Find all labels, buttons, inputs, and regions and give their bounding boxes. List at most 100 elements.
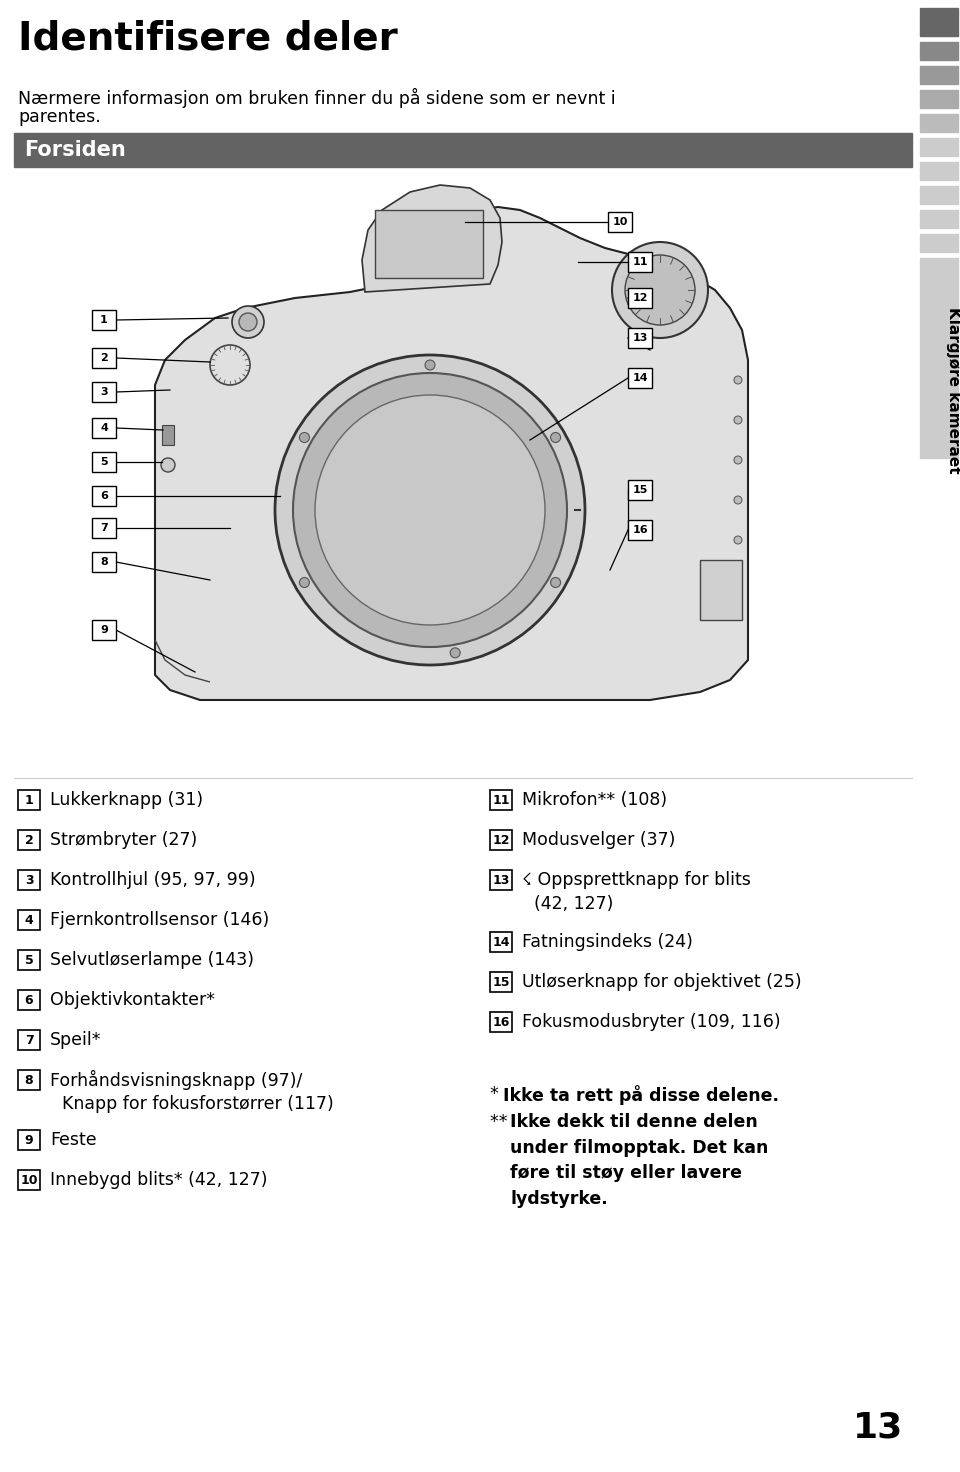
Bar <box>92 418 116 439</box>
Bar <box>628 520 652 540</box>
Circle shape <box>315 394 545 626</box>
Circle shape <box>275 355 585 665</box>
Text: Objektivkontakter*: Objektivkontakter* <box>50 991 215 1008</box>
Bar <box>700 559 742 620</box>
Bar <box>18 1030 40 1050</box>
Text: 9: 9 <box>100 626 108 634</box>
Circle shape <box>734 536 742 545</box>
Bar <box>162 425 174 445</box>
Text: 6: 6 <box>25 994 34 1007</box>
Text: 7: 7 <box>25 1033 34 1047</box>
Text: 4: 4 <box>100 422 108 433</box>
Circle shape <box>161 458 175 473</box>
Bar <box>92 620 116 640</box>
Text: 8: 8 <box>25 1073 34 1086</box>
Circle shape <box>551 433 561 443</box>
Bar <box>628 368 652 389</box>
Text: 8: 8 <box>100 556 108 567</box>
Text: 12: 12 <box>633 293 648 303</box>
Text: 16: 16 <box>633 526 648 534</box>
Circle shape <box>239 314 257 331</box>
Bar <box>92 311 116 330</box>
Text: Fokusmodusbryter (109, 116): Fokusmodusbryter (109, 116) <box>522 1013 780 1030</box>
Bar <box>920 138 958 156</box>
Text: Forhåndsvisningsknapp (97)/: Forhåndsvisningsknapp (97)/ <box>50 1070 302 1091</box>
Bar <box>628 289 652 308</box>
Text: 9: 9 <box>25 1133 34 1147</box>
Circle shape <box>734 417 742 424</box>
Circle shape <box>734 375 742 384</box>
Text: Strømbryter (27): Strømbryter (27) <box>50 832 197 849</box>
Text: 2: 2 <box>25 833 34 846</box>
Bar <box>92 486 116 506</box>
Text: Ikke dekk til denne delen
under filmopptak. Det kan
føre til støy eller lavere
l: Ikke dekk til denne delen under filmoppt… <box>510 1113 768 1209</box>
Text: 6: 6 <box>100 492 108 500</box>
Text: Knapp for fokusforstørrer (117): Knapp for fokusforstørrer (117) <box>62 1095 334 1113</box>
Text: Fatningsindeks (24): Fatningsindeks (24) <box>522 933 693 951</box>
Text: Forsiden: Forsiden <box>24 140 126 160</box>
Text: 3: 3 <box>25 873 34 886</box>
Bar <box>920 162 958 180</box>
Text: 4: 4 <box>25 914 34 926</box>
Bar <box>18 870 40 891</box>
Text: *: * <box>490 1085 504 1103</box>
Text: 13: 13 <box>633 333 648 343</box>
Text: 3: 3 <box>100 387 108 397</box>
Bar <box>920 90 958 107</box>
Text: 1: 1 <box>100 315 108 325</box>
Bar <box>92 518 116 537</box>
Bar <box>490 1013 512 1032</box>
Circle shape <box>612 241 708 339</box>
Text: Lukkerknapp (31): Lukkerknapp (31) <box>50 790 204 810</box>
Text: 7: 7 <box>100 523 108 533</box>
Text: 13: 13 <box>852 1412 903 1446</box>
Text: Mikrofon** (108): Mikrofon** (108) <box>522 790 667 810</box>
Bar <box>920 234 958 252</box>
Bar <box>18 1170 40 1189</box>
Text: 14: 14 <box>633 372 648 383</box>
Bar <box>18 790 40 810</box>
Bar <box>92 383 116 402</box>
Text: Nærmere informasjon om bruken finner du på sidene som er nevnt i: Nærmere informasjon om bruken finner du … <box>18 88 615 107</box>
Circle shape <box>232 306 264 339</box>
Bar <box>490 932 512 952</box>
Text: Fjernkontrollsensor (146): Fjernkontrollsensor (146) <box>50 911 269 929</box>
Bar <box>920 210 958 228</box>
Polygon shape <box>362 185 502 291</box>
Bar <box>628 328 652 347</box>
Bar <box>628 252 652 272</box>
Bar <box>375 210 483 278</box>
Text: 5: 5 <box>25 954 34 967</box>
Bar <box>920 66 958 84</box>
Bar <box>920 43 958 60</box>
Bar <box>490 830 512 849</box>
Text: 15: 15 <box>633 484 648 495</box>
Bar <box>490 790 512 810</box>
Text: Ikke ta rett på disse delene.: Ikke ta rett på disse delene. <box>503 1085 779 1105</box>
Polygon shape <box>155 208 748 701</box>
Text: parentes.: parentes. <box>18 107 101 127</box>
Bar <box>18 910 40 930</box>
Text: Modusvelger (37): Modusvelger (37) <box>522 832 676 849</box>
Text: 15: 15 <box>492 976 510 989</box>
Circle shape <box>300 577 309 587</box>
Circle shape <box>734 496 742 503</box>
Circle shape <box>293 372 567 648</box>
Text: 2: 2 <box>100 353 108 364</box>
Bar <box>18 830 40 849</box>
Text: 1: 1 <box>25 793 34 807</box>
Text: Klargjøre kameraet: Klargjøre kameraet <box>946 306 960 474</box>
Text: Identifisere deler: Identifisere deler <box>18 21 397 57</box>
Text: 13: 13 <box>492 873 510 886</box>
Text: Speil*: Speil* <box>50 1030 102 1050</box>
Text: 11: 11 <box>492 793 510 807</box>
Circle shape <box>551 577 561 587</box>
Bar <box>18 1070 40 1089</box>
Bar <box>92 452 116 473</box>
Text: 11: 11 <box>633 258 648 266</box>
Bar <box>92 552 116 573</box>
Text: 14: 14 <box>492 936 510 948</box>
Text: Feste: Feste <box>50 1130 97 1150</box>
Circle shape <box>300 433 309 443</box>
Bar <box>14 132 912 166</box>
